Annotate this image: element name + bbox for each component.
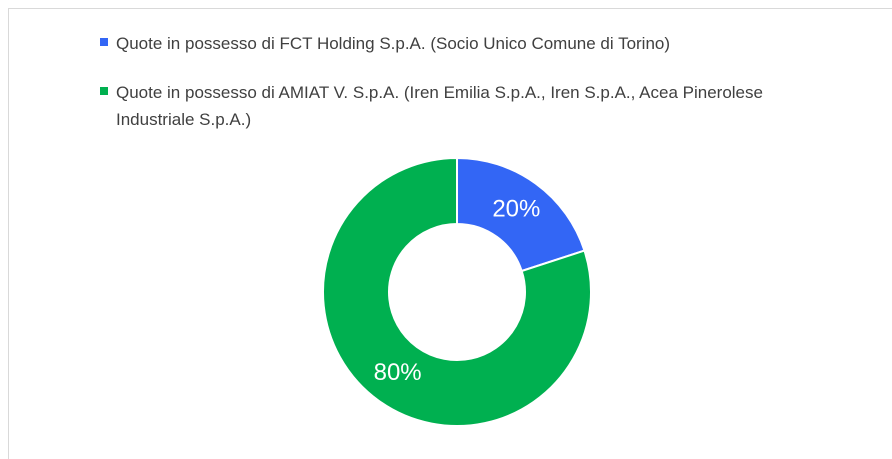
legend-swatch: [100, 38, 108, 46]
data-label: 80%: [374, 359, 422, 386]
legend-item: Quote in possesso di FCT Holding S.p.A. …: [100, 30, 820, 57]
legend-item: Quote in possesso di AMIAT V. S.p.A. (Ir…: [100, 79, 820, 133]
legend: Quote in possesso di FCT Holding S.p.A. …: [100, 30, 820, 155]
legend-label: Quote in possesso di AMIAT V. S.p.A. (Ir…: [116, 83, 763, 129]
donut-slice: [456, 156, 586, 273]
legend-swatch: [100, 87, 108, 95]
data-label: 20%: [492, 196, 540, 223]
chart-frame: [8, 8, 892, 459]
legend-label: Quote in possesso di FCT Holding S.p.A. …: [116, 34, 671, 53]
donut-slice: [322, 156, 592, 427]
